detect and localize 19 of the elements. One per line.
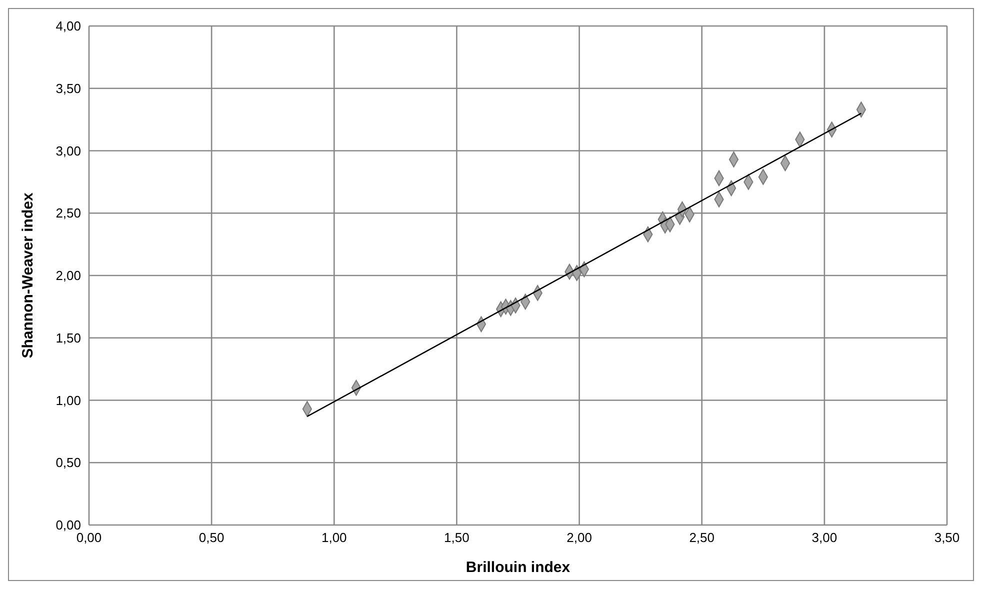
y-tick-label: 4,00 xyxy=(56,18,81,34)
x-tick-label: 1,50 xyxy=(444,530,470,546)
y-axis-title: Shannon-Weaver index xyxy=(19,192,36,358)
x-tick-label: 2,50 xyxy=(689,530,715,546)
y-tick-label: 3,00 xyxy=(56,143,81,158)
x-tick-label: 3,00 xyxy=(812,530,838,546)
y-tick-label: 3,50 xyxy=(56,80,81,96)
y-tick-label: 0,50 xyxy=(56,455,81,470)
y-tick-label: 2,00 xyxy=(56,268,81,284)
x-tick-label: 3,50 xyxy=(934,530,960,546)
x-tick-label: 1,00 xyxy=(321,530,347,546)
y-tick-label: 1,50 xyxy=(56,330,81,346)
y-tick-label: 2,50 xyxy=(56,206,81,221)
y-tick-label: 0,00 xyxy=(56,518,81,533)
y-tick-label: 1,00 xyxy=(56,392,81,408)
x-tick-label: 2,00 xyxy=(566,530,592,546)
x-tick-label: 0,00 xyxy=(76,530,102,546)
x-tick-label: 0,50 xyxy=(198,530,224,546)
x-axis-title: Brillouin index xyxy=(466,559,571,576)
